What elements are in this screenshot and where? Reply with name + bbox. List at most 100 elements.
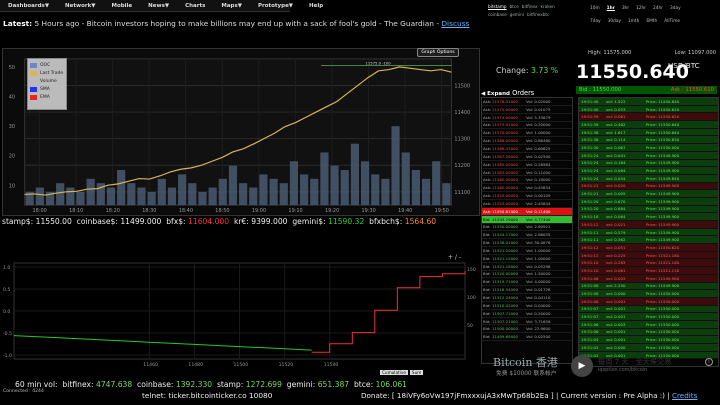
timeframe-24hr[interactable]: 24hr (653, 6, 663, 11)
source-bitfinexbtc[interactable]: bitfinexbtc (526, 12, 550, 17)
trade-cell: vol: 0.005 (606, 191, 626, 197)
order-bid-row[interactable]: Bid: 11507.71000 Vol: 0.20000 (482, 310, 572, 318)
ad-subtitle[interactable]: 免费 $10000 联系帐户 (496, 371, 557, 377)
timeframe-30day[interactable]: 30day (607, 19, 622, 24)
play-icon[interactable]: ▶ (571, 355, 593, 377)
nav-mobile[interactable]: Mobile (111, 2, 133, 9)
source-bitstamp[interactable]: bitstamp (488, 4, 507, 9)
timeframe-3day[interactable]: 3day (670, 6, 681, 11)
ad-right-text[interactable]: 每周 7 天 · 全天候交易 (598, 357, 672, 366)
order-ask-row[interactable]: Ask: 11566.43000 Vol: 0.60625 (482, 145, 572, 153)
timeframe-alltime[interactable]: AllTime (664, 19, 681, 24)
order-cell: Bid: (483, 232, 491, 238)
nav-charts[interactable]: Charts (185, 2, 206, 9)
order-ask-row[interactable]: Ask: 11560.00000 Vol: 0.18000 (482, 176, 572, 185)
order-ask-row[interactable]: Ask: 11567.28000 Vol: 0.02500 (482, 153, 572, 161)
order-bid-row[interactable]: Bid: 11550.00000 Vol: 2.60921 (482, 224, 572, 232)
legend-item[interactable]: Last Trade (30, 69, 64, 77)
trade-row: 19:51:21 vol: 0.020 Price: 11549.900 (579, 182, 718, 191)
timeframe-1hr[interactable]: 1hr (606, 6, 615, 11)
order-bid-row[interactable]: Bid: 11538.01000 Vol: 50.0676 (482, 239, 572, 248)
tab-sum[interactable]: Sum (409, 370, 424, 375)
order-bid-row[interactable]: Bid: 11510.02000 Vol: 0.04000 (482, 302, 572, 310)
timeframe-12hr[interactable]: 12hr (636, 6, 647, 11)
ad-right-sub[interactable]: iqoption.com/bitcoin (598, 368, 648, 373)
timeframe-10m[interactable]: 10m (590, 6, 600, 11)
source-coinbase[interactable]: coinbase (488, 12, 507, 17)
depth-x-tick: 11480 (188, 362, 203, 368)
order-bid-row[interactable]: Bid: 11512.24000 Vol: 0.04110 (482, 294, 572, 302)
order-bid-row[interactable]: Bid: 11521.18000 Vol: 0.05298 (482, 263, 572, 271)
legend-swatch (30, 62, 37, 68)
order-bid-row[interactable]: Bid: 11499.69000 Vol: 0.02500 (482, 333, 572, 342)
price-chart[interactable]: 11500 11400 11300 11200 11100 50 40 30 20 10 18:00… (2, 48, 480, 216)
order-bid-row[interactable]: Bid: 11533.79000 Vol: 4.77400 (482, 215, 572, 224)
order-ask-row[interactable]: Ask: 11555.00000 Vol: 0.00109 (482, 192, 572, 200)
timeframe-1mth[interactable]: 1mth (628, 19, 640, 24)
nav-prototype[interactable]: Prototype▼ (258, 2, 294, 9)
order-bid-row[interactable]: Bid: 11544.17000 Vol: 2.86055 (482, 231, 572, 240)
depth-x-tick: 11520 (279, 362, 294, 368)
order-ask-row[interactable]: Ask: 11575.00000 Vol: 0.01075 (482, 106, 572, 114)
order-bid-row[interactable]: Bid: 11507.21000 Vol: 3.71658 (482, 318, 572, 326)
source-bitfinex[interactable]: bitfinex (521, 4, 538, 9)
graph-options-button[interactable]: Graph Options (417, 48, 459, 57)
nav-help[interactable]: Help (309, 2, 324, 9)
timeframe-6mth[interactable]: 6Mth (646, 19, 658, 24)
order-cell: Vol: 0.02000 (526, 98, 551, 104)
trade-cell: Price: 11549.900 (646, 152, 680, 158)
legend-item[interactable]: EMA (30, 94, 64, 102)
source-kraken[interactable]: kraken (540, 4, 555, 9)
order-ask-row[interactable]: Ask: 11553.00000 Vol: 2.45844 (482, 200, 572, 208)
nav-network[interactable]: Network▼ (65, 2, 96, 9)
nav-dashboards[interactable]: Dashboards▼ (8, 2, 50, 9)
current-price: 11550.640 (576, 61, 689, 83)
ad-title[interactable]: Bitcoin 香港 (493, 356, 558, 369)
order-ask-row[interactable]: Ask: 11550.61000 Vol: 0.11400 (482, 207, 572, 216)
order-cell: 11544.17000 (492, 232, 518, 238)
source-btce[interactable]: btce (509, 4, 519, 9)
order-cell: Vol: 5.33679 (526, 114, 551, 120)
order-ask-row[interactable]: Ask: 11570.00000 Vol: 1.00000 (482, 129, 572, 138)
ad-info-icon[interactable]: i (705, 358, 713, 366)
order-ask-row[interactable]: Ask: 11568.00000 Vol: 0.86480 (482, 137, 572, 146)
legend-item[interactable]: Volume (30, 77, 64, 85)
order-bid-row[interactable]: Bid: 11519.71000 Vol: 4.00000 (482, 278, 572, 287)
order-cell: Vol: 0.86480 (526, 138, 551, 144)
order-cell: Bid: (483, 247, 491, 253)
tab-cumulative[interactable]: Cumulative (380, 370, 408, 375)
depth-chart[interactable]: 1.0 0.5 0.0 -0.5 -1.0 150 100 50 11460 11480 11500… (2, 259, 480, 377)
expand-button[interactable]: ◀ Expand (481, 91, 510, 97)
order-bid-row[interactable]: Bid: 11520.00000 Vol: 1.50000 (482, 271, 572, 279)
volume-bar (76, 191, 85, 206)
order-ask-row[interactable]: Ask: 11560.00000 Vol: 0.45834 (482, 184, 572, 193)
trade-cell: vol: 0.061 (606, 267, 626, 273)
order-bid-row[interactable]: Bid: 11521.20000 Vol: 1.00000 (482, 247, 572, 255)
order-cell: Vol: 0.02500 (526, 153, 551, 159)
volume-bar (66, 187, 75, 206)
nav-maps[interactable]: Maps▼ (221, 2, 242, 9)
discuss-link[interactable]: Discuss (441, 19, 470, 28)
order-bid-row[interactable]: Bid: 11521.15000 Vol: 1.00000 (482, 255, 572, 263)
source-gemini[interactable]: gemini (509, 12, 524, 17)
order-cell: 11519.71000 (492, 279, 518, 285)
order-ask-row[interactable]: Ask: 11576.01000 Vol: 0.02000 (482, 98, 572, 106)
nav-news[interactable]: News▼ (148, 2, 170, 9)
timeframe-7day[interactable]: 7day (590, 19, 601, 24)
order-ask-row[interactable]: Ask: 11565.00000 Vol: 0.28984 (482, 161, 572, 169)
trade-cell: 19:51:10 (581, 267, 599, 273)
timeframe-3hr[interactable]: 3hr (621, 6, 630, 11)
order-ask-row[interactable]: Ask: 11574.00000 Vol: 5.33679 (482, 114, 572, 122)
order-ask-row[interactable]: Ask: 11563.00000 Vol: 0.11000 (482, 169, 572, 177)
legend-item[interactable]: SMA (30, 86, 64, 94)
trade-cell: Price: 11550.000 (646, 344, 680, 350)
order-ask-row[interactable]: Ask: 11573.01000 Vol: 0.20000 (482, 122, 572, 130)
low-value: Low: 11097.000 (674, 50, 716, 56)
order-cell: Bid: (483, 216, 491, 222)
order-bid-row[interactable]: Bid: 11518.54000 Vol: 0.01728 (482, 286, 572, 295)
trade-cell: Price: 11550.000 (646, 337, 680, 343)
zoom-plus-minus[interactable]: + / - (448, 254, 462, 261)
order-bid-row[interactable]: Bid: 11500.00000 Vol: 22.9600 (482, 325, 572, 334)
credits-link[interactable]: Credits (671, 391, 698, 400)
legend-item[interactable]: OOC (30, 61, 64, 69)
